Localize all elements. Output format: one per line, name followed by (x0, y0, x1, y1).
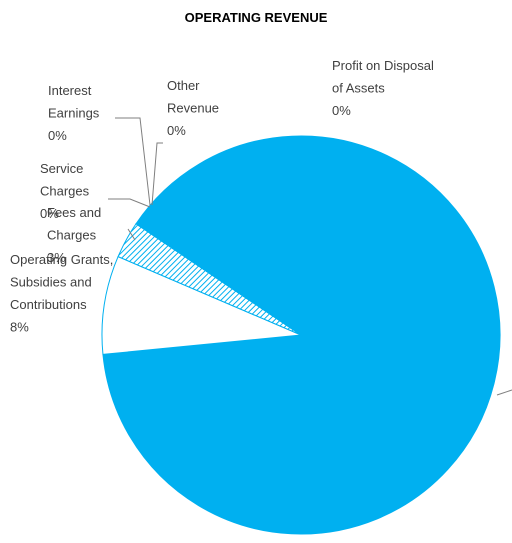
label-line: Fees and (47, 205, 101, 220)
chart-title: OPERATING REVENUE (185, 10, 328, 25)
slice-label: Service Charges (40, 161, 90, 199)
leader-line (151, 142, 163, 206)
label-line: Subsidies and (10, 275, 92, 290)
slice-label: Profit on Disposal of Assets (332, 58, 434, 96)
label-line: Revenue (167, 101, 219, 116)
label-line: Operating Grants, (10, 252, 113, 267)
label-line: Charges (47, 228, 97, 243)
slice-label: Operating Grants, Subsidies and Contributi… (10, 252, 113, 312)
pie (101, 135, 501, 535)
label-line: Other (167, 78, 200, 93)
pie-slice (102, 135, 501, 535)
value-label: 0% (48, 128, 67, 143)
value-label: 0% (332, 103, 351, 118)
value-label: 0% (167, 123, 186, 138)
value-label: 8% (10, 320, 29, 335)
slice-label: Fees and Charges (47, 205, 101, 243)
slice-label: Interest Earnings (48, 83, 100, 121)
value-label: 3% (47, 250, 66, 265)
leader-line (108, 198, 151, 208)
label-line: of Assets (332, 81, 385, 96)
pie-slice (135, 223, 302, 336)
leader-line (127, 228, 136, 241)
label-line: Interest (48, 83, 92, 98)
slice-label: Other Revenue (167, 78, 219, 116)
pie-slice (101, 255, 302, 355)
label-line: Profit on Disposal (332, 58, 434, 73)
label-line: Earnings (48, 106, 100, 121)
leader-line (115, 117, 151, 206)
label-line: Contributions (10, 297, 87, 312)
value-label: 0% (40, 206, 59, 221)
label-line: Service (40, 161, 83, 176)
leader-line (496, 389, 512, 396)
label-line: Charges (40, 184, 90, 199)
